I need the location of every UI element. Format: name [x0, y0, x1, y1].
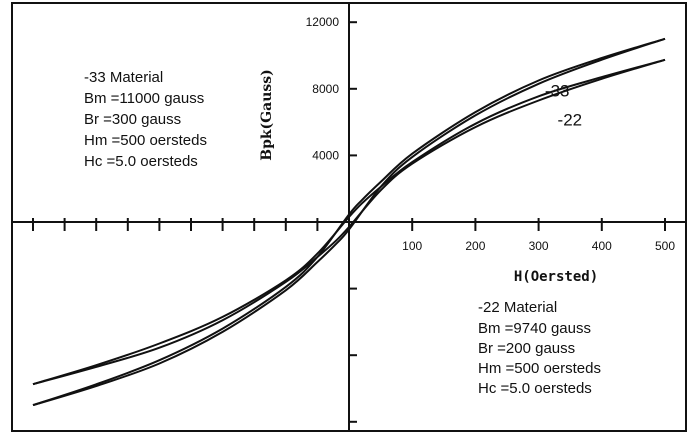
y-axis-title: Bpk(Gauss) — [259, 69, 275, 161]
x-tick-label: 400 — [592, 239, 612, 253]
annotation-22-line: Br =200 gauss — [478, 340, 575, 357]
annotation-33-title: -33 Material — [84, 69, 163, 86]
annotation-33-line: Hm =500 oersteds — [84, 132, 207, 149]
y-tick-label: 12000 — [306, 15, 340, 29]
series-1-upper-branch — [32, 37, 666, 407]
annotation-22-line: Hm =500 oersteds — [478, 360, 601, 377]
x-tick-label: 500 — [655, 239, 675, 253]
series-2-upper-branch — [32, 58, 666, 386]
annotation-22-line: Hc =5.0 oersteds — [478, 380, 592, 397]
annotation-22-line: Bm =9740 gauss — [478, 320, 591, 337]
tick-labels: 100 200 300 400 500 4000 8000 12000 — [306, 15, 676, 253]
annotation-22-title: -22 Material — [478, 299, 557, 316]
curve-labels: -33 -22 — [545, 81, 582, 129]
annotation-33-material: -33 Material Bm =11000 gauss Br =300 gau… — [84, 69, 207, 170]
y-tick-label: 8000 — [312, 82, 339, 96]
x-tick-label: 100 — [402, 239, 422, 253]
annotation-22-material: -22 Material Bm =9740 gauss Br =200 gaus… — [478, 299, 601, 397]
series-1-lower-branch — [32, 37, 666, 407]
y-tick-label: 4000 — [312, 148, 339, 162]
annotation-33-line: Hc =5.0 oersteds — [84, 153, 198, 170]
curves — [32, 37, 666, 407]
series-label: -33 — [545, 81, 570, 100]
annotation-33-line: Br =300 gauss — [84, 111, 181, 128]
x-tick-label: 200 — [465, 239, 485, 253]
x-axis-title: H(Oersted) — [514, 269, 598, 285]
x-tick-label: 300 — [529, 239, 549, 253]
annotation-33-line: Bm =11000 gauss — [84, 90, 204, 107]
ticks — [32, 21, 666, 423]
series-2-lower-branch — [32, 58, 666, 386]
series-label: -22 — [558, 110, 583, 129]
